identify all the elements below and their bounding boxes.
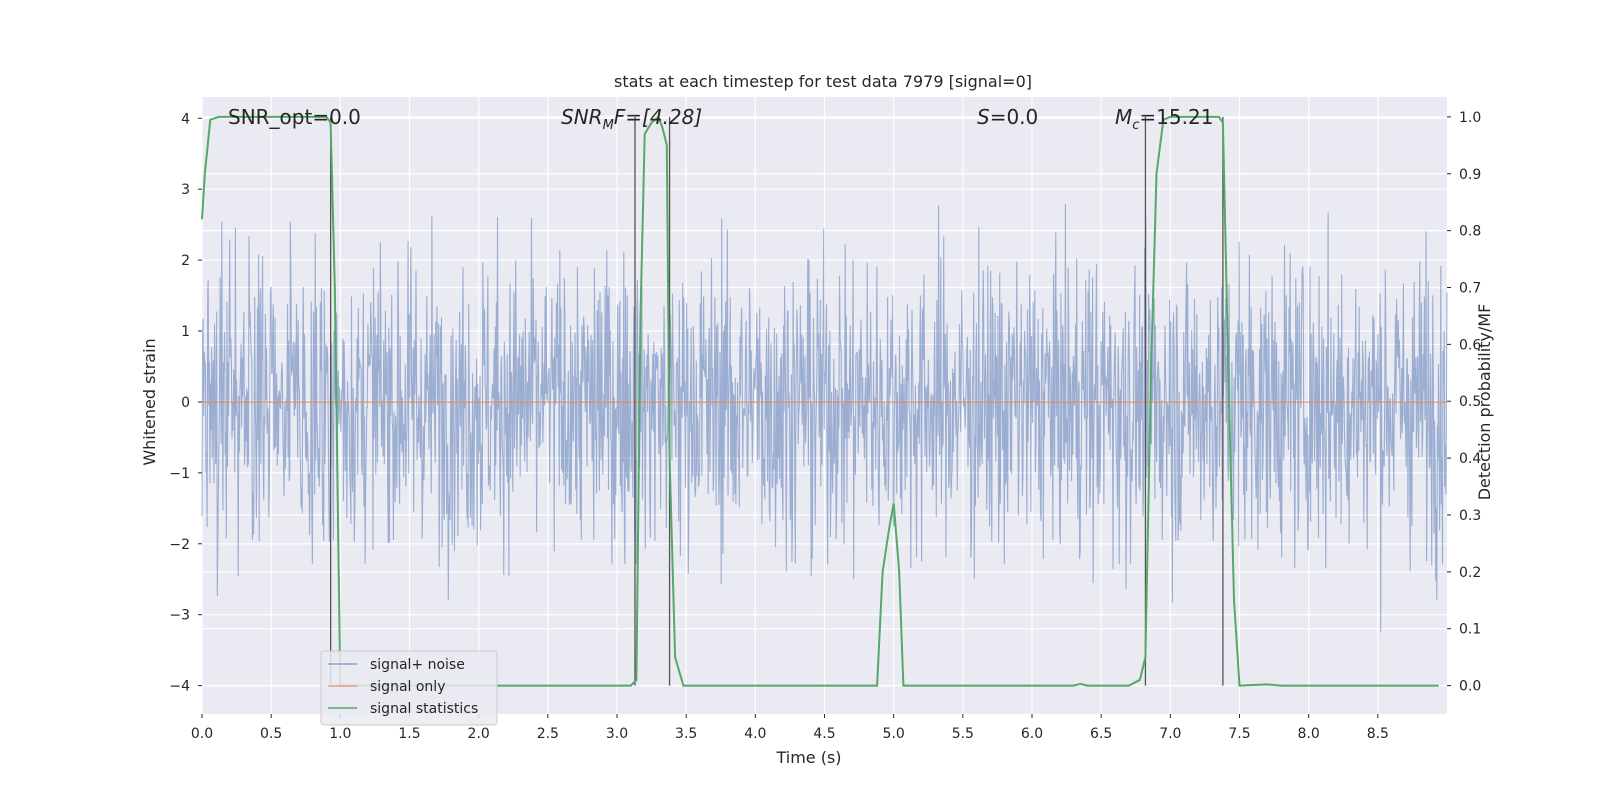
x-tick-label: 1.5: [398, 726, 420, 742]
annotation-snr-mf-symbol: SNR: [561, 105, 603, 129]
legend-box: [320, 650, 498, 726]
y2-tick-label: 0.9: [1459, 167, 1481, 183]
y-tick-label: 2: [181, 253, 190, 269]
x-tick-label: 2.0: [468, 726, 490, 742]
annotation-mc-symbol: M: [1115, 105, 1132, 129]
annotation-s-value: =0.0: [990, 105, 1039, 129]
x-tick-label: 7.5: [1228, 726, 1250, 742]
y-ticks: 4 3 2 1 0 −1 −2 −3 −4: [169, 111, 202, 695]
y2-tick-label: 0.6: [1459, 337, 1481, 353]
noise-trace: [201, 204, 1448, 633]
y2-tick-label: 0.4: [1459, 451, 1481, 467]
x-tick-label: 5.0: [883, 726, 905, 742]
y-tick-label: 4: [181, 111, 190, 127]
x-ticks: 0.0 0.5 1.0 1.5 2.0 2.5 3.0 3.5 4.0 4.5 5.0 5.5 6.0 6…: [191, 714, 1389, 742]
x-tick-label: 4.5: [813, 726, 835, 742]
x-tick-label: 8.5: [1367, 726, 1389, 742]
annotation-snr-mf-subscript: M: [603, 118, 614, 133]
annotation-snr-mf: SNRMF=[4.28]: [561, 105, 702, 133]
legend-label-signal: signal only: [370, 679, 445, 695]
x-tick-label: 0.5: [260, 726, 282, 742]
y-tick-label: 0: [181, 395, 190, 411]
y-tick-label: −3: [169, 608, 190, 624]
legend-label-noise: signal+ noise: [370, 657, 465, 673]
annotation-snr-mf-value: F=[4.28]: [614, 105, 702, 129]
annotation-mc-value: =15.21: [1139, 105, 1213, 129]
x-axis-label: Time (s): [775, 748, 841, 767]
y-tick-label: −2: [169, 537, 190, 553]
chart-title: stats at each timestep for test data 797…: [614, 72, 1032, 91]
y2-tick-label: 0.8: [1459, 224, 1481, 240]
x-tick-label: 8.0: [1298, 726, 1320, 742]
y2-tick-label: 0.1: [1459, 622, 1481, 638]
annotation-s-symbol: S: [977, 105, 990, 129]
y-axis-label: Whitened strain: [140, 338, 159, 465]
x-tick-label: 0.0: [191, 726, 213, 742]
y-tick-label: −1: [169, 466, 190, 482]
x-tick-label: 2.5: [537, 726, 559, 742]
y2-tick-label: 0.7: [1459, 281, 1481, 297]
annotation-snr-opt: SNR_opt=0.0: [228, 105, 361, 129]
y2-tick-label: 0.3: [1459, 508, 1481, 524]
y2-tick-label: 0.2: [1459, 565, 1481, 581]
y-tick-label: 3: [181, 182, 190, 198]
y2-tick-label: 0.0: [1459, 679, 1481, 695]
y2-tick-label: 0.5: [1459, 394, 1481, 410]
y2-axis-label: Detection probability/MF: [1475, 304, 1494, 501]
y2-ticks: 1.0 0.9 0.8 0.7 0.6 0.5 0.4 0.3 0.2 0.1 0.0: [1447, 110, 1481, 695]
y-tick-label: −4: [169, 679, 190, 695]
x-tick-label: 6.5: [1090, 726, 1112, 742]
x-tick-label: 3.0: [606, 726, 628, 742]
y2-tick-label: 1.0: [1459, 110, 1481, 126]
legend: signal+ noise signal only signal statist…: [320, 650, 498, 726]
y-tick-label: 1: [181, 324, 190, 340]
x-tick-label: 4.0: [744, 726, 766, 742]
annotation-mc-subscript: c: [1132, 118, 1139, 133]
x-tick-label: 3.5: [675, 726, 697, 742]
x-tick-label: 5.5: [952, 726, 974, 742]
x-tick-label: 1.0: [329, 726, 351, 742]
x-tick-label: 7.0: [1159, 726, 1181, 742]
x-tick-label: 6.0: [1021, 726, 1043, 742]
legend-label-stats: signal statistics: [370, 701, 478, 717]
annotation-mc: Mc=15.21: [1115, 105, 1213, 133]
series-signal-noise: [201, 204, 1448, 633]
annotation-s: S=0.0: [977, 105, 1038, 129]
